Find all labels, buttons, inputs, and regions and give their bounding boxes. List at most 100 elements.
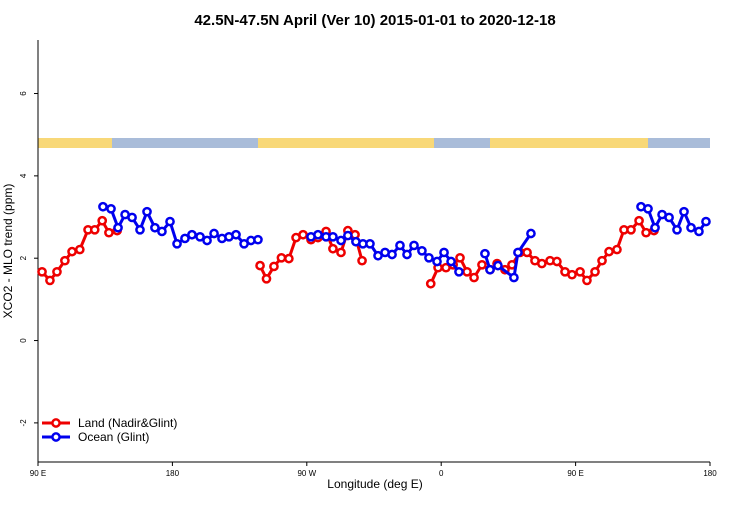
point <box>142 206 152 217</box>
point <box>336 247 346 258</box>
y-tick-label: -2 <box>19 419 28 427</box>
x-tick-label: 90 W <box>297 469 316 478</box>
y-tick-label: 4 <box>19 173 28 178</box>
point <box>172 238 182 249</box>
point <box>365 238 375 249</box>
point <box>634 215 644 226</box>
point <box>493 260 503 271</box>
point <box>650 222 660 233</box>
point <box>424 252 434 263</box>
point <box>387 249 397 260</box>
x-axis-label: Longitude (deg E) <box>327 477 422 491</box>
point <box>276 252 287 263</box>
point <box>552 256 562 267</box>
point <box>180 233 190 244</box>
point <box>113 222 123 233</box>
point <box>604 246 614 257</box>
point <box>52 266 62 277</box>
y-tick-label: 2 <box>19 255 28 260</box>
point <box>417 245 427 256</box>
land-ocean-strip <box>38 138 710 148</box>
point <box>679 206 689 217</box>
point <box>209 228 219 239</box>
point <box>67 246 77 257</box>
point <box>425 278 436 289</box>
point <box>357 255 367 266</box>
x-tick-label: 0 <box>439 469 444 478</box>
point <box>432 256 442 267</box>
point <box>462 266 472 277</box>
point <box>328 243 338 254</box>
point <box>98 201 108 212</box>
point <box>313 229 323 240</box>
point <box>298 229 308 240</box>
point <box>641 227 651 238</box>
point <box>135 224 145 235</box>
point <box>612 244 622 255</box>
legend-marker <box>51 432 61 442</box>
point <box>202 235 212 246</box>
point <box>522 247 532 258</box>
point <box>454 266 464 277</box>
legend-marker <box>51 418 61 428</box>
legend-label: Ocean (Glint) <box>78 430 149 444</box>
point <box>127 212 137 223</box>
point <box>187 229 197 240</box>
point <box>104 227 114 238</box>
point <box>150 222 160 233</box>
point <box>590 266 600 277</box>
point <box>60 255 70 266</box>
point <box>477 259 487 270</box>
point <box>255 260 265 271</box>
point <box>469 272 479 283</box>
point <box>253 234 263 245</box>
point <box>402 249 412 260</box>
point <box>567 269 577 280</box>
point <box>261 273 272 284</box>
x-tick-label: 180 <box>703 469 717 478</box>
point <box>89 224 100 235</box>
point <box>694 226 704 237</box>
x-tick-label: 180 <box>166 469 180 478</box>
point <box>328 231 338 242</box>
y-axis-label: XCO2 - MLO trend (ppm) <box>1 184 15 319</box>
point <box>409 240 419 251</box>
y-tick-label: 0 <box>19 338 28 343</box>
point <box>455 252 465 263</box>
x-tick-label: 90 E <box>30 469 46 478</box>
point <box>526 228 536 239</box>
point <box>513 247 523 258</box>
point <box>643 203 653 214</box>
point <box>597 255 607 266</box>
point <box>336 235 346 246</box>
point <box>165 216 175 227</box>
point <box>106 203 116 214</box>
point <box>45 275 55 286</box>
y-tick-label: 6 <box>19 91 28 96</box>
point <box>97 215 108 226</box>
point <box>74 244 85 255</box>
point <box>664 212 674 223</box>
point <box>269 261 279 272</box>
point <box>157 226 167 237</box>
x-tick-label: 90 E <box>567 469 583 478</box>
point <box>480 248 490 259</box>
point <box>509 272 519 283</box>
point <box>439 247 449 258</box>
point <box>395 240 405 251</box>
point <box>485 264 495 275</box>
point <box>537 258 547 269</box>
point <box>575 266 585 277</box>
point <box>686 222 696 233</box>
point <box>446 256 456 267</box>
point <box>343 230 353 241</box>
point <box>672 224 682 235</box>
point <box>231 229 241 240</box>
point <box>37 266 47 277</box>
point <box>701 216 711 227</box>
legend-label: Land (Nadir&Glint) <box>78 416 177 430</box>
point <box>284 253 294 264</box>
point <box>582 275 592 286</box>
point <box>195 231 205 242</box>
